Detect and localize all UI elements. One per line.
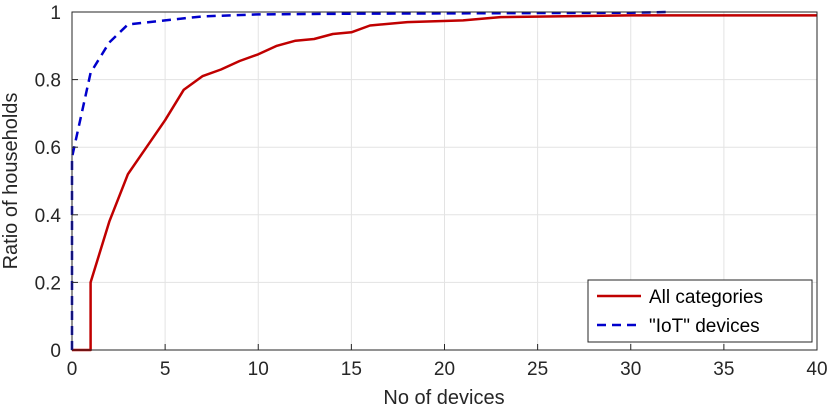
y-tick-label: 0 [50, 341, 61, 362]
y-tick-label: 1 [50, 3, 61, 24]
axis-ticks: 0 5 10 15 20 25 30 35 40 0 0.2 0.4 0.6 0.8 1 [35, 3, 828, 380]
x-tick-label: 40 [806, 359, 827, 380]
legend: All categories "IoT" devices [587, 279, 813, 343]
legend-label-all-categories: All categories [649, 287, 763, 308]
y-tick-label: 0.6 [35, 138, 61, 159]
x-tick-label: 10 [248, 359, 269, 380]
x-axis-label: No of devices [383, 387, 504, 409]
x-tick-label: 25 [527, 359, 548, 380]
x-tick-label: 0 [67, 359, 78, 380]
series-line-all-categories [72, 14, 817, 352]
legend-label-iot-devices: "IoT" devices [649, 316, 760, 337]
legend-box [587, 279, 813, 343]
x-tick-label: 15 [341, 359, 362, 380]
y-tick-label: 0.4 [35, 206, 62, 227]
y-tick-label: 0.8 [35, 71, 61, 92]
y-axis-label: Ratio of households [0, 93, 22, 270]
x-tick-label: 30 [620, 359, 641, 380]
x-tick-label: 20 [434, 359, 455, 380]
x-tick-label: 35 [713, 359, 734, 380]
x-tick-label: 5 [160, 359, 171, 380]
y-tick-label: 0.2 [35, 273, 61, 294]
series-layer [70, 10, 817, 352]
series-line-iot-devices [70, 10, 669, 350]
